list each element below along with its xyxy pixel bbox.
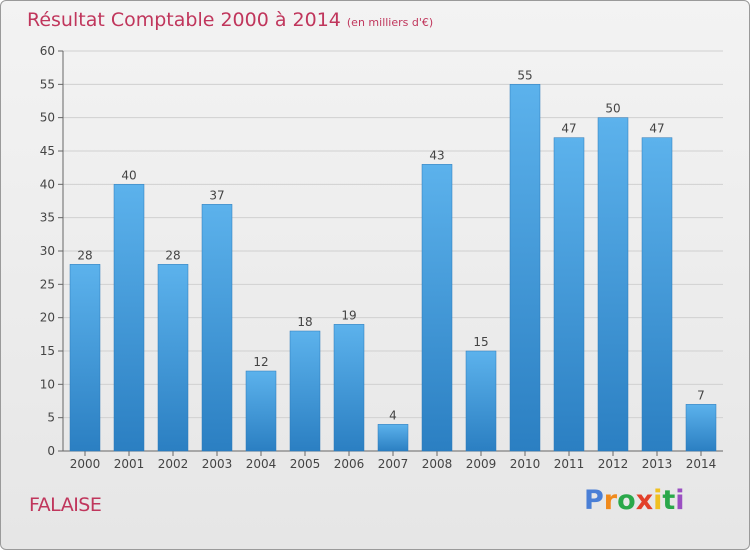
chart-title: Résultat Comptable 2000 à 2014 (en millie… — [27, 9, 433, 31]
y-tick-label: 60 — [40, 44, 55, 58]
value-label-2002: 28 — [165, 248, 180, 262]
value-label-2012: 50 — [605, 102, 620, 116]
bar-2009 — [465, 350, 497, 452]
y-tick-label: 25 — [40, 277, 55, 291]
x-tick-label-2013: 2013 — [642, 457, 673, 471]
commune-name: FALAISE — [29, 494, 102, 516]
bar-2006 — [333, 324, 365, 452]
x-tick-label-2003: 2003 — [202, 457, 233, 471]
x-tick-label-2005: 2005 — [290, 457, 321, 471]
bar-2010 — [509, 84, 541, 452]
x-tick-label-2014: 2014 — [686, 457, 717, 471]
logo-letter: P — [584, 485, 604, 516]
value-label-2004: 12 — [253, 355, 268, 369]
labels: 0 5 10 15 20 25 30 35 40 45 50 55 60 28 2000 40 2001 28 20… — [40, 44, 717, 471]
value-label-2000: 28 — [77, 248, 92, 262]
x-tick-label-2001: 2001 — [114, 457, 145, 471]
y-tick-label: 40 — [40, 177, 55, 191]
x-tick-label-2009: 2009 — [466, 457, 497, 471]
x-tick-label-2000: 2000 — [70, 457, 101, 471]
bar-2013 — [641, 137, 673, 452]
x-tick-label-2008: 2008 — [422, 457, 453, 471]
x-tick-label-2007: 2007 — [378, 457, 409, 471]
bar-2011 — [553, 137, 585, 452]
y-tick-label: 55 — [40, 77, 55, 91]
y-tick-label: 20 — [40, 311, 55, 325]
value-label-2005: 18 — [297, 315, 312, 329]
y-tick-label: 30 — [40, 244, 55, 258]
logo-letter: r — [603, 485, 618, 516]
x-tick-label-2012: 2012 — [598, 457, 629, 471]
value-label-2010: 55 — [517, 68, 532, 82]
bar-2002 — [157, 264, 189, 452]
value-label-2001: 40 — [121, 168, 136, 182]
chart-title-text: Résultat Comptable 2000 à 2014 — [27, 9, 341, 31]
x-tick-label-2002: 2002 — [158, 457, 189, 471]
bar-2008 — [421, 164, 453, 452]
y-tick-label: 0 — [47, 444, 55, 458]
value-label-2011: 47 — [561, 122, 576, 136]
logo-letter: o — [617, 485, 636, 516]
y-tick-label: 10 — [40, 377, 55, 391]
proxiti-logo[interactable]: Proxiti — [584, 485, 685, 516]
bar-2000 — [69, 264, 101, 452]
value-label-2014: 7 — [697, 388, 705, 402]
value-label-2013: 47 — [649, 122, 664, 136]
bar-2014 — [685, 404, 717, 452]
x-tick-label-2010: 2010 — [510, 457, 541, 471]
value-label-2007: 4 — [389, 408, 397, 422]
bars — [69, 84, 717, 452]
logo-letter: x — [635, 485, 654, 516]
bar-2003 — [201, 204, 233, 452]
y-tick-label: 50 — [40, 111, 55, 125]
bar-2012 — [597, 117, 629, 452]
logo-letter: i — [675, 485, 685, 516]
bar-2001 — [113, 184, 145, 452]
bar-2005 — [289, 330, 321, 452]
x-tick-label-2004: 2004 — [246, 457, 277, 471]
bar-2004 — [245, 370, 277, 452]
chart-subtitle: (en milliers d'€) — [346, 16, 434, 29]
y-tick-label: 15 — [40, 344, 55, 358]
x-tick-label-2011: 2011 — [554, 457, 585, 471]
value-label-2006: 19 — [341, 308, 356, 322]
value-label-2009: 15 — [473, 335, 488, 349]
x-tick-label-2006: 2006 — [334, 457, 365, 471]
y-tick-label: 45 — [40, 144, 55, 158]
value-label-2003: 37 — [209, 188, 224, 202]
y-tick-label: 35 — [40, 211, 55, 225]
logo-letter: i — [653, 485, 663, 516]
logo-letter: t — [662, 485, 676, 516]
bar-2007 — [377, 424, 409, 452]
value-label-2008: 43 — [429, 148, 444, 162]
y-tick-label: 5 — [47, 411, 55, 425]
